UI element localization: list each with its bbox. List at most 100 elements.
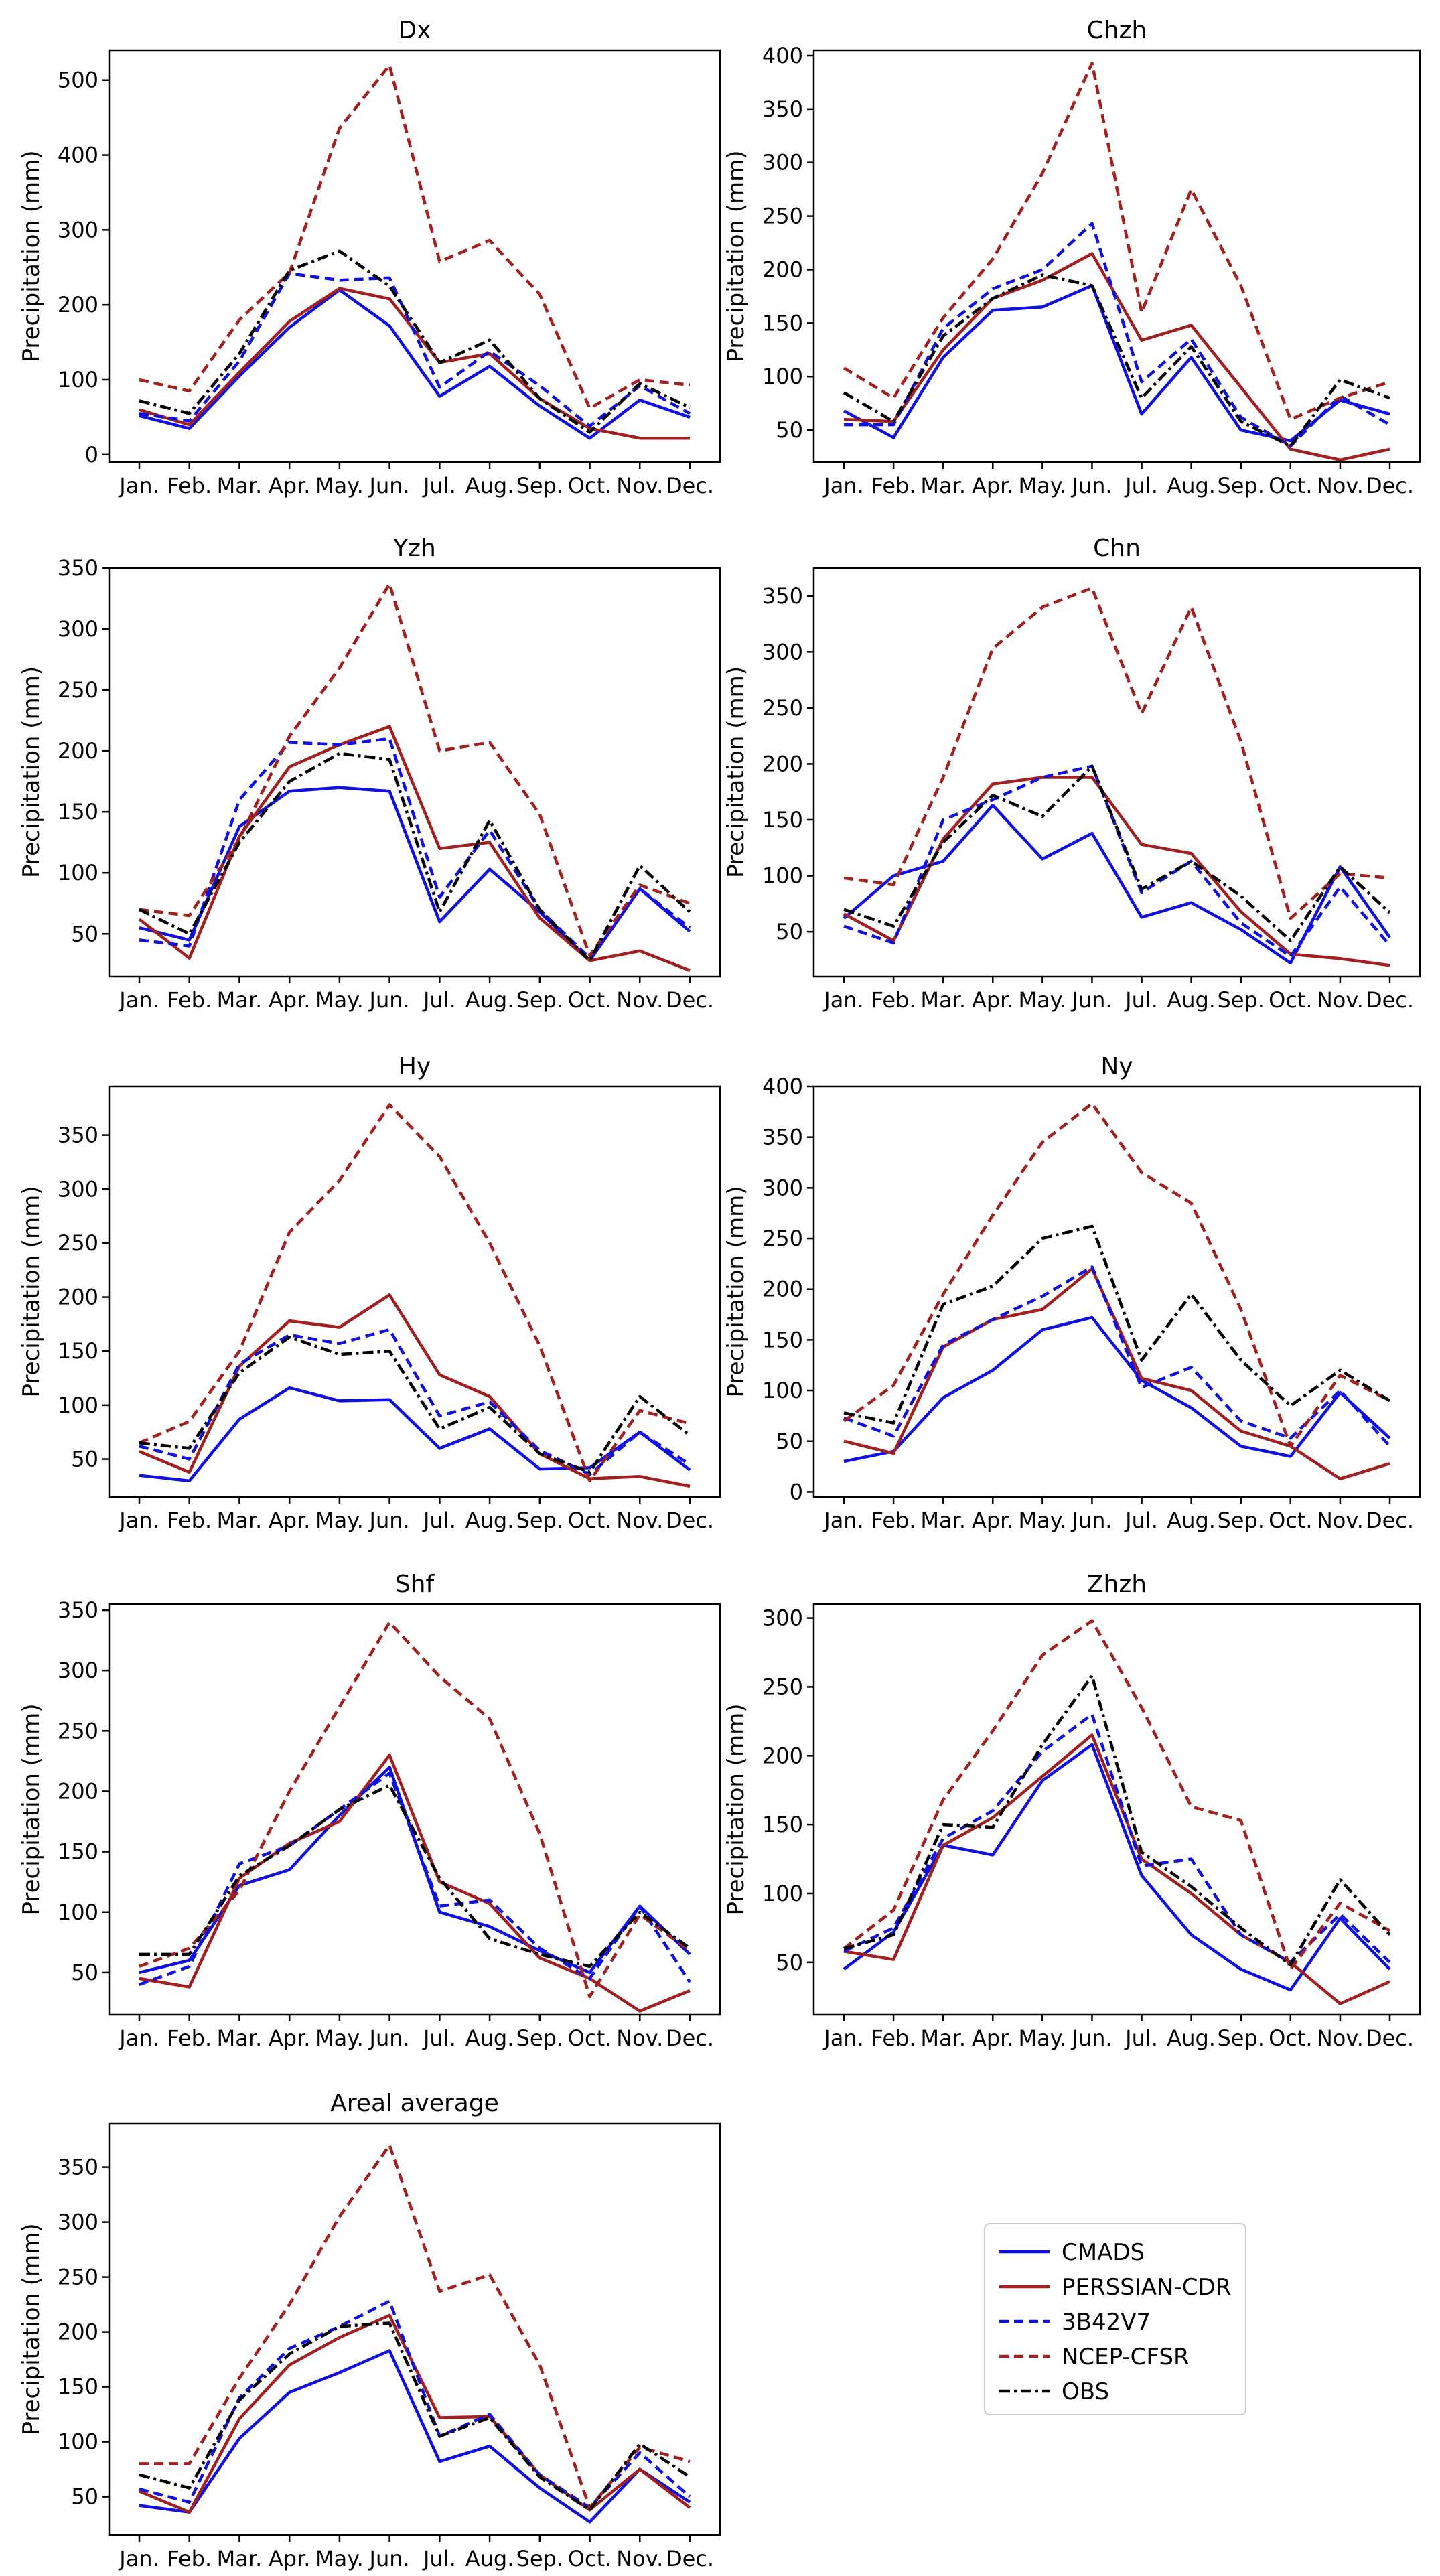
y-axis-label: Precipitation (mm) xyxy=(18,1186,45,1397)
x-tick-label: Jul. xyxy=(422,987,456,1013)
panel-title: Chzh xyxy=(1087,17,1147,44)
y-tick-label: 300 xyxy=(58,1176,98,1202)
series-line-obs xyxy=(139,249,691,434)
x-tick-label: Apr. xyxy=(269,2546,311,2571)
x-tick-label: Nov. xyxy=(1317,473,1364,498)
y-tick-label: 200 xyxy=(58,738,98,764)
legend-label-obs: OBS xyxy=(1062,2378,1109,2405)
legend-label-perssian-cdr: PERSSIAN-CDR xyxy=(1062,2274,1231,2301)
plot-frame xyxy=(108,1085,721,1498)
series-line-perssian-cdr xyxy=(139,1754,691,2013)
x-tick-label: Apr. xyxy=(972,473,1014,498)
x-tick-label: May. xyxy=(1018,473,1066,498)
x-tick-label: Dec. xyxy=(666,2546,714,2571)
x-tick-label: Sep. xyxy=(1217,473,1264,498)
x-tick-label: May. xyxy=(1018,2025,1066,2051)
series-line-ncep-cfsr xyxy=(139,64,691,410)
plot-frame xyxy=(812,49,1421,463)
x-tick-label: Apr. xyxy=(269,987,311,1013)
legend-box xyxy=(984,2223,1246,2415)
y-tick-label: 50 xyxy=(776,1950,803,1975)
y-tick-label: 50 xyxy=(71,2484,98,2510)
y-tick-label: 250 xyxy=(58,1230,98,1256)
y-tick-label: 50 xyxy=(776,919,803,944)
panel-dx: Dx Precipitation (mm) 0 100 200 300 400 500 Jan.… xyxy=(18,17,721,498)
plot-frame xyxy=(812,567,1421,978)
y-tick-label: 300 xyxy=(762,639,803,664)
series-line-ncep-cfsr xyxy=(139,582,691,958)
y-tick-label: 200 xyxy=(58,1285,98,1310)
series-line-3b42v7 xyxy=(844,222,1391,448)
y-tick-label: 0 xyxy=(85,442,98,468)
x-tick-label: Oct. xyxy=(568,2546,612,2571)
x-tick-label: May. xyxy=(315,2025,364,2051)
panel-title: Yzh xyxy=(392,534,436,562)
panel-title: Ny xyxy=(1100,1053,1133,1080)
x-tick-label: Oct. xyxy=(568,2025,612,2051)
series-line-ncep-cfsr xyxy=(843,586,1390,920)
series-line-cmads xyxy=(139,786,691,962)
y-tick-label: 100 xyxy=(762,1881,803,1906)
x-tick-label: Aug. xyxy=(465,473,514,498)
x-tick-label: Nov. xyxy=(616,2025,663,2051)
x-tick-label: Jun. xyxy=(1070,473,1112,498)
series-line-3b42v7 xyxy=(139,1772,691,1987)
y-tick-label: 150 xyxy=(762,807,803,833)
x-tick-label: Sep. xyxy=(516,1508,563,1533)
y-tick-label: 100 xyxy=(58,2429,98,2455)
x-tick-label: Apr. xyxy=(269,473,311,498)
x-tick-label: Jul. xyxy=(422,2025,456,2051)
x-tick-label: Apr. xyxy=(269,2025,311,2051)
x-tick-label: Sep. xyxy=(1217,2025,1264,2051)
y-tick-label: 300 xyxy=(58,217,98,242)
x-tick-label: Mar. xyxy=(920,987,966,1013)
x-tick-label: Aug. xyxy=(1167,987,1216,1013)
panel-zhzh: Zhzh Precipitation (mm) 50 100 150 200 250 300 J… xyxy=(723,1571,1421,2051)
plot-frame xyxy=(812,1603,1421,2016)
y-axis-label: Precipitation (mm) xyxy=(723,150,749,362)
plot-frame xyxy=(108,1603,721,2016)
x-tick-label: Apr. xyxy=(972,1508,1014,1533)
x-tick-label: May. xyxy=(1018,1508,1066,1533)
x-tick-label: Dec. xyxy=(1366,2025,1414,2051)
x-tick-label: Dec. xyxy=(666,2025,714,2051)
series-line-3b42v7 xyxy=(139,737,691,960)
x-tick-label: Jul. xyxy=(422,473,456,498)
series-line-cmads xyxy=(139,288,691,440)
x-tick-label: Nov. xyxy=(1317,1508,1364,1533)
panel-ny: Ny Precipitation (mm) 0 50 100 150 200 250 300 35… xyxy=(723,1053,1421,1533)
y-axis-label: Precipitation (mm) xyxy=(18,1703,45,1915)
y-tick-label: 50 xyxy=(71,1447,98,1472)
x-tick-label: Nov. xyxy=(616,987,663,1013)
x-tick-label: Oct. xyxy=(568,473,612,498)
y-tick-label: 350 xyxy=(762,1125,803,1150)
x-tick-label: Jan. xyxy=(822,987,864,1013)
series-line-cmads xyxy=(843,1315,1391,1463)
panel-title: Hy xyxy=(399,1053,431,1080)
y-tick-label: 400 xyxy=(762,1074,803,1099)
panel-yzh: Yzh Precipitation (mm) 50 100 150 200 250 300 35… xyxy=(18,534,721,1013)
x-tick-label: May. xyxy=(315,987,364,1013)
y-tick-label: 200 xyxy=(58,292,98,317)
y-tick-label: 250 xyxy=(58,2265,98,2290)
y-tick-label: 350 xyxy=(58,1597,98,1623)
panel-title: Shf xyxy=(395,1571,435,1598)
y-tick-label: 250 xyxy=(58,1718,98,1743)
y-tick-label: 300 xyxy=(58,2210,98,2235)
panel-areal-average: Areal average Precipitation (mm) 50 100 150 2… xyxy=(18,2090,721,2571)
y-tick-label: 150 xyxy=(58,2374,98,2400)
y-tick-label: 50 xyxy=(776,1429,803,1454)
y-tick-label: 150 xyxy=(762,310,803,336)
legend-label-3b42v7: 3B42V7 xyxy=(1062,2309,1151,2336)
series-line-obs xyxy=(139,2321,691,2512)
series-line-obs xyxy=(843,1674,1391,1967)
x-tick-label: Oct. xyxy=(1269,987,1313,1013)
panel-title: Zhzh xyxy=(1087,1571,1147,1598)
legend: CMADS PERSSIAN-CDR 3B42V7 NCEP-CFSR OBS xyxy=(984,2223,1246,2415)
x-tick-label: Jun. xyxy=(368,2546,410,2571)
x-tick-label: Feb. xyxy=(167,2546,212,2571)
series-line-obs xyxy=(139,1784,691,1969)
series-line-ncep-cfsr xyxy=(843,61,1390,421)
x-tick-label: Jun. xyxy=(1070,2025,1112,2051)
